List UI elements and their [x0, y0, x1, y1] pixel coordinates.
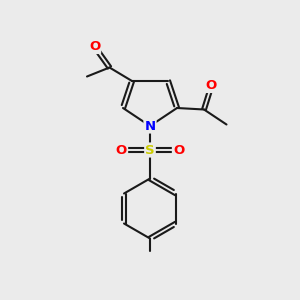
Text: S: S — [145, 143, 155, 157]
Text: O: O — [173, 143, 184, 157]
Text: O: O — [116, 143, 127, 157]
Text: O: O — [89, 40, 100, 53]
Text: O: O — [206, 79, 217, 92]
Text: N: N — [144, 119, 156, 133]
